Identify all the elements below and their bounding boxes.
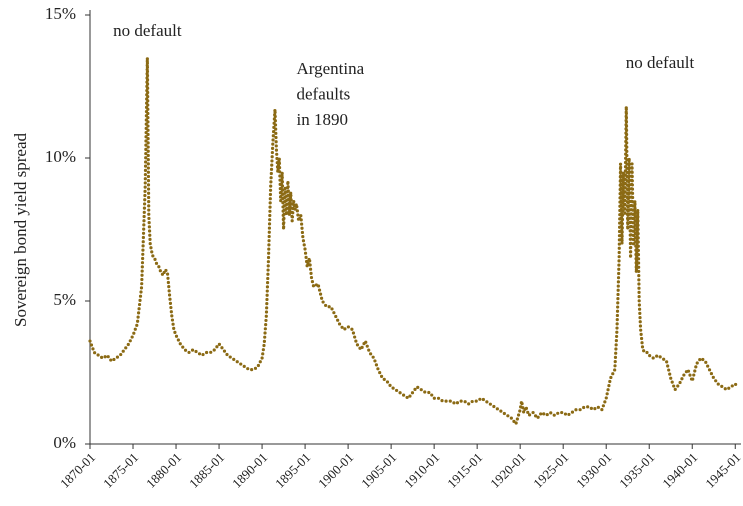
data-line <box>88 57 740 428</box>
x-tick-label: 1935-01 <box>616 450 657 491</box>
annotation: no default <box>113 21 182 40</box>
x-tick-label: 1885-01 <box>186 450 227 491</box>
x-tick-label: 1880-01 <box>143 450 184 491</box>
annotation: defaults <box>296 84 350 103</box>
x-tick-label: 1905-01 <box>358 450 399 491</box>
x-tick-label: 1940-01 <box>659 450 700 491</box>
y-tick-label: 5% <box>53 290 76 309</box>
x-tick-label: 1930-01 <box>573 450 614 491</box>
y-tick-label: 10% <box>45 147 76 166</box>
x-tick-label: 1890-01 <box>229 450 270 491</box>
x-tick-label: 1915-01 <box>444 450 485 491</box>
x-tick-label: 1900-01 <box>315 450 356 491</box>
x-tick-label: 1870-01 <box>57 450 98 491</box>
y-tick-label: 15% <box>45 4 76 23</box>
x-tick-label: 1920-01 <box>487 450 528 491</box>
y-axis-label: Sovereign bond yield spread <box>11 132 30 327</box>
x-tick-label: 1895-01 <box>272 450 313 491</box>
x-tick-label: 1875-01 <box>100 450 141 491</box>
x-tick-label: 1925-01 <box>530 450 571 491</box>
x-tick-label: 1945-01 <box>702 450 743 491</box>
x-tick-label: 1910-01 <box>401 450 442 491</box>
y-tick-label: 0% <box>53 433 76 452</box>
annotation: no default <box>626 53 695 72</box>
annotation: Argentina <box>296 59 364 78</box>
annotation: in 1890 <box>296 110 347 129</box>
